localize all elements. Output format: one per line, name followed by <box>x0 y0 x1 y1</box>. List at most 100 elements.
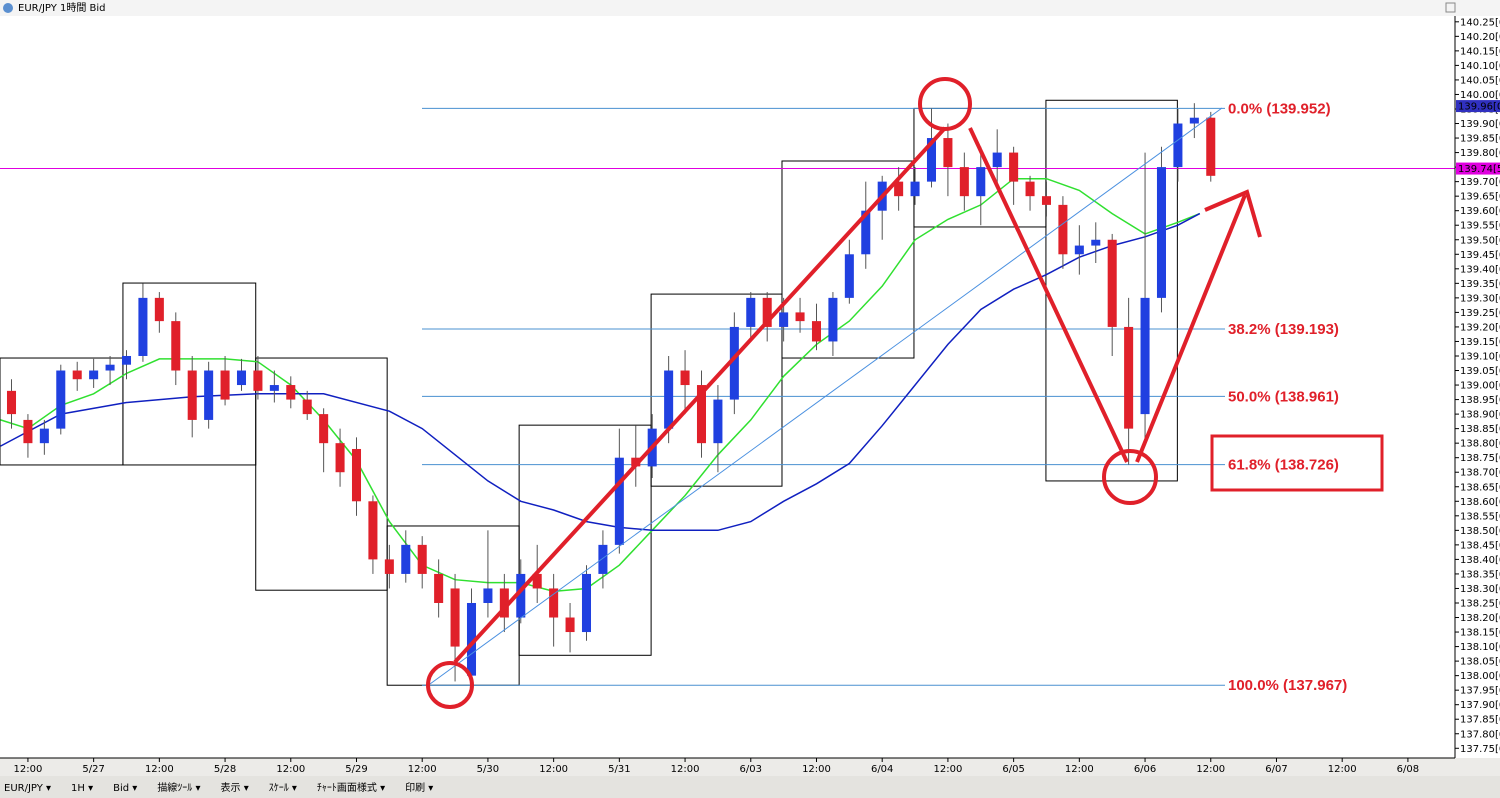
candle-body <box>1009 152 1019 182</box>
candle-body <box>1156 167 1166 298</box>
candle-body <box>72 370 82 380</box>
y-tick-label: 138.65[0] <box>1460 482 1500 493</box>
x-tick-label: 12:00 <box>539 764 568 775</box>
candle-body <box>713 399 723 444</box>
x-tick-label: 12:00 <box>145 764 174 775</box>
toolbar-button[interactable]: 描線ﾂｰﾙ ▾ <box>157 781 200 794</box>
toolbar-button[interactable]: ｽｹｰﾙ ▾ <box>269 782 297 794</box>
candle-body <box>89 370 99 380</box>
candle-body <box>351 448 362 502</box>
y-tick-label: 140.00[0] <box>1460 90 1500 101</box>
candle-body <box>1025 181 1035 197</box>
price-badge-label: 139.96[0 <box>1458 102 1500 113</box>
x-tick-label: 12:00 <box>14 764 43 775</box>
candle-body <box>1074 245 1084 255</box>
candle-body <box>121 355 132 365</box>
y-axis-panel <box>1455 16 1500 758</box>
candle-body <box>910 181 920 197</box>
fib-label: 100.0% (137.967) <box>1228 677 1347 694</box>
day-range <box>650 293 783 487</box>
annotation-arrows <box>426 77 1384 709</box>
x-tick-label: 12:00 <box>671 764 700 775</box>
candle-body <box>959 167 969 197</box>
candle-body <box>434 573 444 603</box>
plot-area <box>0 16 1455 758</box>
candle-body <box>286 385 296 400</box>
y-tick-label: 138.30[0] <box>1460 584 1500 595</box>
candle-body <box>253 370 263 391</box>
y-tick-label: 139.10[0] <box>1460 351 1500 362</box>
y-tick-label: 137.95[0] <box>1460 686 1500 697</box>
toolbar-button[interactable]: EUR/JPY ▾ <box>4 783 51 794</box>
candle-body <box>450 588 460 647</box>
candle-body <box>171 321 181 371</box>
y-tick-label: 139.80[0] <box>1460 148 1500 159</box>
toolbar-button[interactable]: 印刷 ▾ <box>405 782 433 794</box>
price-badge-label: 139.74[5 <box>1458 164 1500 175</box>
candle-body <box>762 297 772 327</box>
fib-label: 38.2% (139.193) <box>1228 321 1339 338</box>
fib-label: 0.0% (139.952) <box>1228 100 1331 117</box>
x-tick-label: 5/28 <box>214 764 236 775</box>
candle-body <box>384 559 394 574</box>
y-tick-label: 140.15[0] <box>1460 46 1500 57</box>
candle-body <box>992 152 1002 168</box>
y-tick-label: 138.00[0] <box>1460 671 1500 682</box>
candle-body <box>696 385 707 444</box>
candle-body <box>335 443 345 473</box>
candle-body <box>23 419 33 444</box>
y-tick-label: 138.90[0] <box>1460 410 1500 421</box>
y-tick-label: 139.50[0] <box>1460 235 1500 246</box>
price-badge <box>1456 100 1500 113</box>
y-tick-label: 138.40[0] <box>1460 555 1500 566</box>
candle-body <box>1107 239 1117 327</box>
candle-body <box>861 210 871 255</box>
toolbar-button[interactable]: Bid ▾ <box>113 783 137 794</box>
x-tick-label: 6/08 <box>1397 764 1419 775</box>
x-tick-label: 12:00 <box>1196 764 1225 775</box>
y-tick-label: 138.20[0] <box>1460 613 1500 624</box>
toolbar-button[interactable]: 1H ▾ <box>71 783 93 794</box>
candle-body <box>1189 117 1199 124</box>
annotation-circle <box>426 661 474 709</box>
candle-body <box>1206 117 1216 176</box>
y-tick-label: 139.05[0] <box>1460 366 1500 377</box>
y-tick-label: 138.60[0] <box>1460 497 1500 508</box>
arrow-up-line <box>453 126 947 664</box>
toolbar <box>0 776 1500 798</box>
x-tick-label: 12:00 <box>1328 764 1357 775</box>
candle-body <box>828 297 838 342</box>
y-tick-label: 138.75[0] <box>1460 453 1500 464</box>
x-tick-label: 12:00 <box>408 764 437 775</box>
candle-body <box>746 297 756 327</box>
candle-body <box>105 364 115 371</box>
x-tick-label: 5/30 <box>477 764 499 775</box>
y-tick-label: 139.35[0] <box>1460 279 1500 290</box>
price-badge <box>1456 162 1500 175</box>
candle-body <box>664 370 674 429</box>
toolbar-button[interactable]: 表示 ▾ <box>221 782 249 794</box>
y-tick-label: 139.15[0] <box>1460 337 1500 348</box>
fib-label: 61.8% (138.726) <box>1228 457 1339 474</box>
x-tick-label: 12:00 <box>1065 764 1094 775</box>
candle-body <box>466 602 477 676</box>
candle-body <box>565 617 575 633</box>
candle-body <box>56 370 66 429</box>
y-tick-label: 138.95[0] <box>1460 395 1500 406</box>
candle-body <box>6 390 17 415</box>
candle-body <box>269 385 279 391</box>
candle-body <box>779 312 789 327</box>
candle-body <box>187 370 197 420</box>
candle-body <box>943 138 953 168</box>
candle-body <box>204 370 214 420</box>
candle-body <box>894 181 904 197</box>
y-tick-label: 138.05[0] <box>1460 657 1500 668</box>
candle-body <box>483 588 493 603</box>
candle-body <box>368 501 378 560</box>
candle-body <box>811 321 822 342</box>
candle-body <box>844 254 854 298</box>
candle-body <box>1173 123 1183 168</box>
y-tick-label: 139.65[0] <box>1460 192 1500 203</box>
toolbar-button[interactable]: ﾁｬｰﾄ画面様式 ▾ <box>317 781 385 794</box>
window-button[interactable] <box>1445 2 1456 13</box>
